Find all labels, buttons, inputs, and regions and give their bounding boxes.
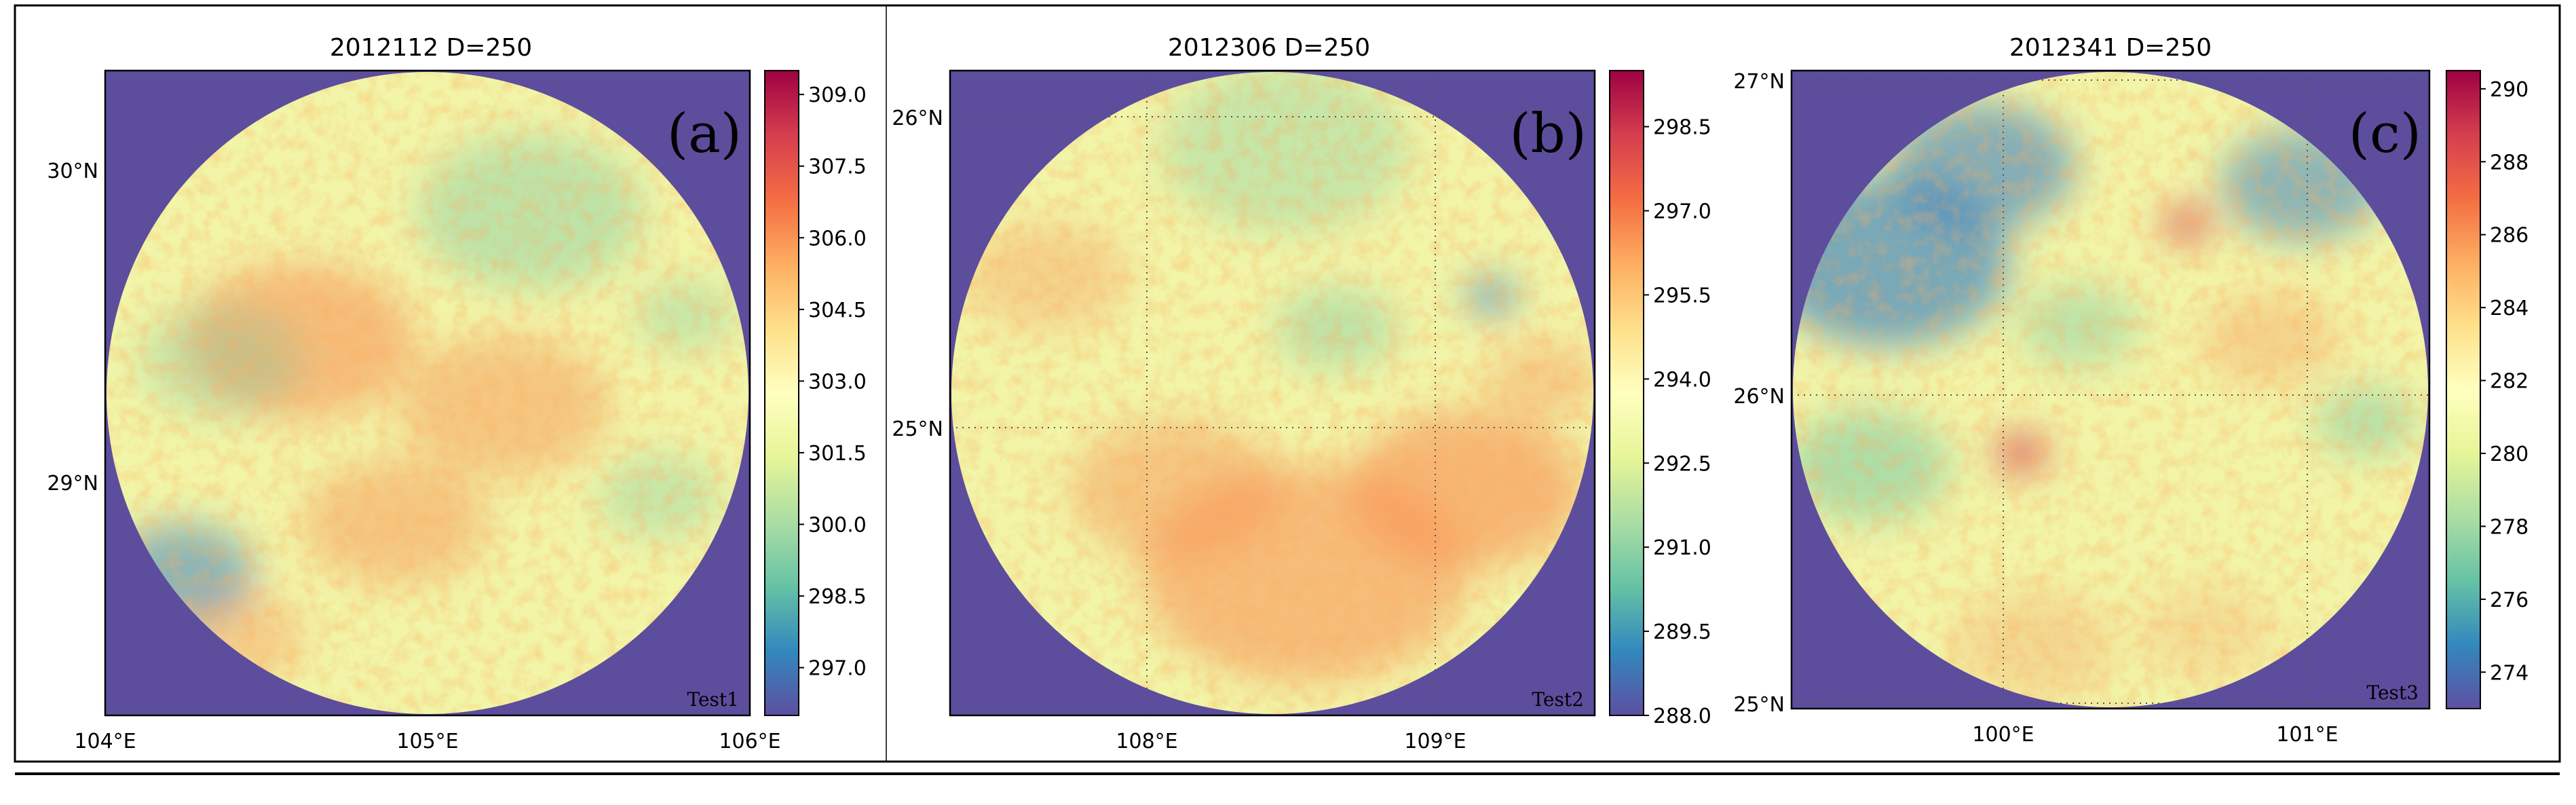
texture-warm [1793, 72, 2428, 707]
colorbar-tick-label: 303.0 [808, 370, 867, 394]
map-frame [1790, 69, 2431, 710]
lat-label: 30°N [47, 160, 98, 183]
colorbar-tick-label: 292.5 [1653, 452, 1711, 476]
data-disc [107, 72, 749, 714]
colorbar-tick-label: 298.5 [808, 585, 867, 609]
lat-label: 25°N [1733, 693, 1785, 717]
colorbar-tick-label: 278 [2490, 515, 2528, 539]
lat-label: 25°N [892, 417, 943, 441]
lon-label: 108°E [1116, 730, 1177, 753]
lon-label: 109°E [1404, 730, 1466, 753]
colorbar-tick-label: 307.5 [808, 155, 867, 179]
panel-title: 2012306 D=250 [1168, 34, 1370, 62]
lat-label: 26°N [892, 107, 943, 130]
lon-label: 104°E [74, 730, 136, 753]
map-frame [949, 69, 1596, 717]
panel-b: 2012306 D=250 26°N 25°N 108°E 109°E (b) Test2… [892, 34, 1711, 753]
panel-c: 2012341 D=250 27°N 26°N 25°N 100°E 101°E (c) T… [1733, 34, 2528, 747]
panel-a: 2012112 D=250 30°N 29°N 104°E 105°E 106°E (a)… [47, 34, 867, 753]
colorbar-tick-label: 286 [2490, 224, 2528, 248]
colorbar-tick-label: 288 [2490, 151, 2528, 174]
data-disc [1793, 72, 2428, 707]
panel-letter: (b) [1509, 102, 1587, 165]
panel-letter: (a) [667, 102, 742, 165]
colorbar [2446, 70, 2481, 709]
colorbar-tick-label: 274 [2490, 661, 2528, 685]
colorbar-tick-label: 300.0 [808, 514, 867, 538]
panel-title: 2012112 D=250 [330, 34, 532, 62]
colorbar-tick-label: 309.0 [808, 83, 867, 107]
colorbar [1609, 70, 1644, 716]
figure-border [14, 4, 2561, 763]
map-frame [104, 69, 751, 717]
colorbar-tick-label: 295.5 [1653, 284, 1711, 307]
colorbar-tick-label: 284 [2490, 297, 2528, 320]
lon-label: 100°E [1972, 723, 2034, 747]
panel-title: 2012341 D=250 [2009, 34, 2212, 62]
colorbar-tick-label: 297.0 [1653, 200, 1711, 224]
lat-label: 26°N [1733, 385, 1785, 409]
colorbar-tick-label: 290 [2490, 78, 2528, 102]
colorbar-tick-label: 291.0 [1653, 536, 1711, 560]
colorbar-tick-label: 282 [2490, 370, 2528, 394]
test-label: Test1 [687, 688, 739, 711]
data-disc [951, 72, 1593, 714]
colorbar-tick-label: 304.5 [808, 299, 867, 322]
colorbar-tick-label: 280 [2490, 443, 2528, 466]
colorbar-tick-label: 288.0 [1653, 705, 1711, 728]
test-label: Test2 [1532, 688, 1584, 711]
lon-label: 105°E [396, 730, 458, 753]
texture-warm [107, 72, 749, 714]
lon-label: 101°E [2276, 723, 2338, 747]
colorbar-tick-label: 301.5 [808, 442, 867, 466]
test-label: Test3 [2366, 681, 2419, 704]
colorbar [764, 70, 799, 716]
colorbar-tick-label: 306.0 [808, 227, 867, 250]
colorbar-tick-label: 294.0 [1653, 368, 1711, 392]
lat-label: 27°N [1733, 70, 1785, 94]
lat-label: 29°N [47, 472, 98, 495]
panel-letter: (c) [2349, 102, 2421, 165]
colorbar-tick-label: 298.5 [1653, 116, 1711, 140]
colorbar-tick-label: 276 [2490, 588, 2528, 612]
colorbar-tick-label: 289.5 [1653, 620, 1711, 644]
colorbar-tick-label: 297.0 [808, 657, 867, 681]
texture-warm [951, 72, 1593, 714]
lon-label: 106°E [719, 730, 780, 753]
